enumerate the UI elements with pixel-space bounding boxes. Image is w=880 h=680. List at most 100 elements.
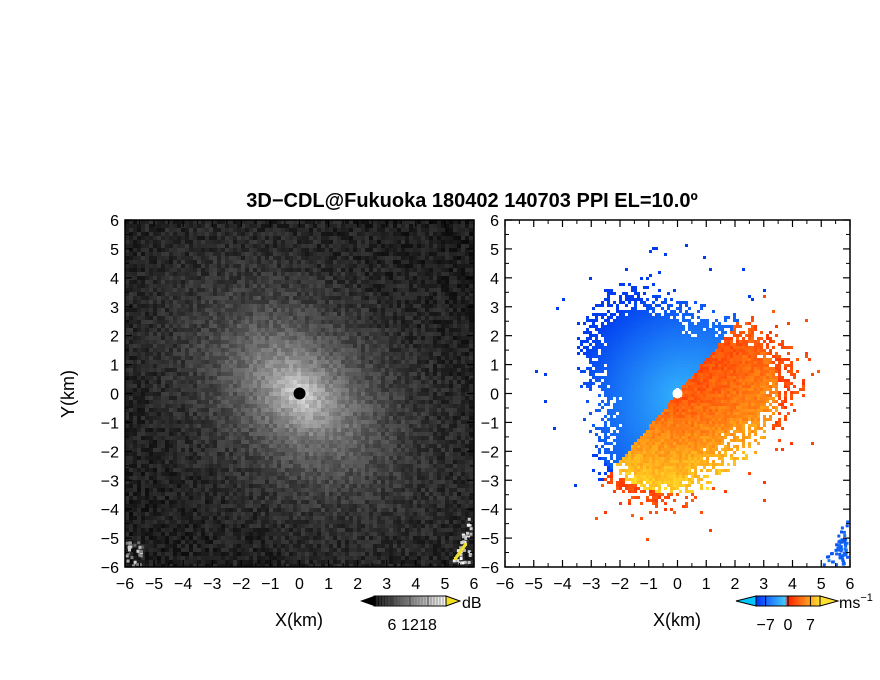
intensity-cell — [145, 256, 149, 260]
intensity-cell — [401, 284, 405, 288]
intensity-cell — [441, 248, 445, 252]
intensity-cell — [305, 264, 309, 268]
intensity-cell — [373, 364, 377, 368]
intensity-cell — [269, 324, 273, 328]
intensity-cell — [329, 364, 333, 368]
intensity-cell — [129, 288, 133, 292]
intensity-cell — [469, 248, 473, 252]
intensity-cell — [337, 240, 341, 244]
intensity-cell — [437, 228, 441, 232]
intensity-cell — [289, 424, 293, 428]
intensity-cell — [293, 248, 297, 252]
intensity-cell — [253, 332, 257, 336]
intensity-cell — [301, 268, 305, 272]
intensity-cell — [417, 424, 421, 428]
intensity-cell — [289, 284, 293, 288]
intensity-cell — [393, 312, 397, 316]
intensity-cell — [157, 228, 161, 232]
intensity-cell — [465, 416, 469, 420]
intensity-cell — [141, 236, 145, 240]
intensity-cell — [277, 408, 281, 412]
intensity-cell — [349, 368, 353, 372]
intensity-cell — [157, 324, 161, 328]
intensity-cell — [221, 384, 225, 388]
intensity-cell — [413, 316, 417, 320]
intensity-cell — [381, 316, 385, 320]
intensity-cell — [405, 372, 409, 376]
intensity-cell — [397, 268, 401, 272]
intensity-cell — [429, 412, 433, 416]
intensity-cell — [365, 332, 369, 336]
intensity-cell — [193, 428, 197, 432]
intensity-cell — [129, 404, 133, 408]
intensity-cell — [261, 332, 265, 336]
intensity-cell — [345, 288, 349, 292]
intensity-cell — [233, 236, 237, 240]
intensity-cell — [197, 276, 201, 280]
intensity-cell — [389, 260, 393, 264]
intensity-cell — [169, 372, 173, 376]
intensity-cell — [241, 276, 245, 280]
intensity-cell — [313, 416, 317, 420]
intensity-cell — [293, 352, 297, 356]
intensity-cell — [469, 364, 473, 368]
intensity-cell — [137, 428, 141, 432]
intensity-cell — [329, 408, 333, 412]
intensity-cell — [405, 240, 409, 244]
intensity-cell — [241, 292, 245, 296]
intensity-cell — [453, 428, 457, 432]
intensity-cell — [157, 336, 161, 340]
intensity-cell — [373, 420, 377, 424]
intensity-cell — [241, 352, 245, 356]
intensity-cell — [141, 312, 145, 316]
intensity-cell — [177, 324, 181, 328]
intensity-cell — [301, 324, 305, 328]
intensity-cell — [125, 296, 129, 300]
intensity-cell — [453, 268, 457, 272]
intensity-cell — [245, 444, 249, 448]
intensity-cell — [361, 356, 365, 360]
intensity-cell — [145, 272, 149, 276]
intensity-cell — [285, 232, 289, 236]
intensity-cell — [281, 344, 285, 348]
intensity-cell — [393, 284, 397, 288]
intensity-cell — [157, 432, 161, 436]
intensity-cell — [425, 384, 429, 388]
intensity-cell — [325, 444, 329, 448]
intensity-cell — [241, 376, 245, 380]
intensity-cell — [461, 288, 465, 292]
intensity-cell — [457, 348, 461, 352]
intensity-cell — [373, 360, 377, 364]
intensity-cell — [465, 328, 469, 332]
intensity-cell — [273, 348, 277, 352]
intensity-cell — [329, 256, 333, 260]
intensity-cell — [241, 308, 245, 312]
intensity-cell — [145, 396, 149, 400]
intensity-cell — [373, 340, 377, 344]
intensity-cell — [309, 300, 313, 304]
intensity-cell — [349, 400, 353, 404]
intensity-cell — [125, 364, 129, 368]
intensity-cell — [305, 268, 309, 272]
intensity-cell — [221, 308, 225, 312]
intensity-cell — [457, 436, 461, 440]
intensity-cell — [365, 340, 369, 344]
intensity-cell — [405, 236, 409, 240]
intensity-cell — [217, 388, 221, 392]
intensity-cell — [209, 232, 213, 236]
intensity-cell — [281, 380, 285, 384]
intensity-cell — [337, 372, 341, 376]
intensity-cell — [205, 248, 209, 252]
intensity-cell — [349, 344, 353, 348]
intensity-cell — [369, 420, 373, 424]
intensity-cell — [377, 416, 381, 420]
intensity-cell — [153, 372, 157, 376]
intensity-cell — [157, 220, 161, 224]
intensity-cell — [401, 336, 405, 340]
intensity-cell — [293, 220, 297, 224]
intensity-cell — [457, 440, 461, 444]
intensity-cell — [177, 272, 181, 276]
intensity-cell — [141, 428, 145, 432]
intensity-cell — [349, 428, 353, 432]
